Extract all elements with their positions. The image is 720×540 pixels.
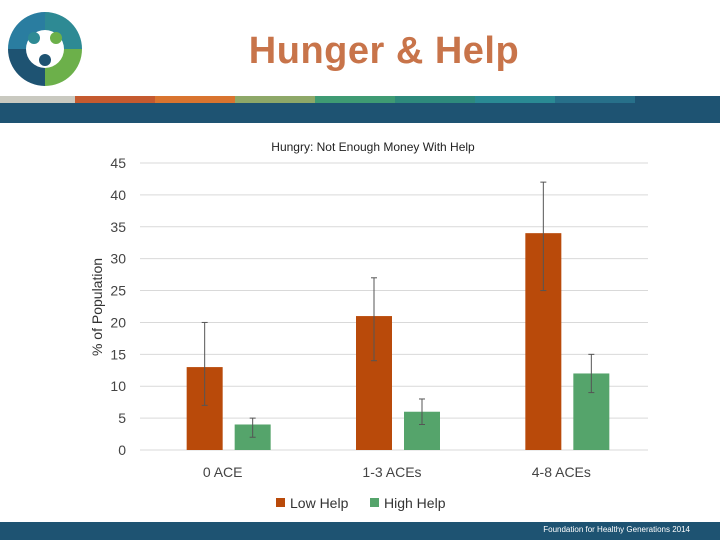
y-tick-label: 15 (110, 346, 126, 362)
y-tick-label: 25 (110, 283, 126, 299)
y-tick-label: 0 (118, 442, 126, 458)
y-tick-label: 5 (118, 410, 126, 426)
header-band (0, 103, 720, 123)
stripe-segment (235, 96, 315, 103)
legend-label: High Help (384, 495, 446, 511)
y-tick-label: 30 (110, 251, 126, 267)
stripe-segment (395, 96, 475, 103)
y-tick-label: 35 (110, 219, 126, 235)
y-axis-label: % of Population (89, 258, 105, 356)
legend-swatch (370, 498, 379, 507)
x-tick-label: 0 ACE (203, 464, 243, 480)
y-tick-label: 20 (110, 314, 126, 330)
x-tick-label: 4-8 ACEs (532, 464, 591, 480)
color-stripe (0, 96, 720, 103)
stripe-segment (75, 96, 155, 103)
y-tick-label: 10 (110, 378, 126, 394)
chart-title: Hungry: Not Enough Money With Help (271, 140, 475, 154)
stripe-segment (475, 96, 555, 103)
stripe-segment (0, 96, 75, 103)
logo-icon (8, 12, 82, 86)
stripe-segment (555, 96, 635, 103)
stripe-segment (635, 96, 720, 103)
footer-credit: Foundation for Healthy Generations 2014 (543, 525, 690, 534)
legend-label: Low Help (290, 495, 349, 511)
stripe-segment (155, 96, 235, 103)
y-tick-label: 40 (110, 187, 126, 203)
footer-band: Foundation for Healthy Generations 2014 (0, 522, 720, 540)
y-tick-label: 45 (110, 155, 126, 171)
x-tick-label: 1-3 ACEs (362, 464, 421, 480)
stripe-segment (315, 96, 395, 103)
slide-title: Hunger & Help (248, 30, 520, 72)
legend-swatch (276, 498, 285, 507)
